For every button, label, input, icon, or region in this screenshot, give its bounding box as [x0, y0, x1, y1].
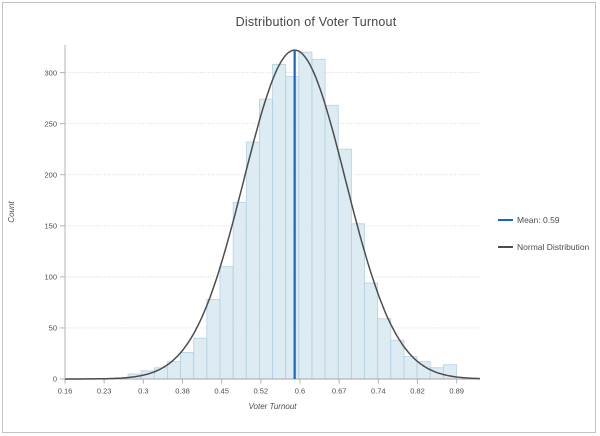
mean-line-swatch — [498, 218, 513, 221]
histogram-bar — [193, 337, 208, 380]
y-tick-label: 250 — [44, 119, 57, 128]
x-tick-label: 0.6 — [295, 387, 305, 396]
y-tick-label: 0 — [53, 375, 57, 384]
histogram-bar — [298, 51, 313, 380]
y-tick-label: 150 — [44, 221, 57, 230]
histogram-bar — [285, 76, 300, 380]
histogram-bar — [259, 98, 273, 380]
y-tick-label: 50 — [49, 324, 57, 333]
y-tick-label: 200 — [44, 170, 57, 179]
x-tick-label: 0.89 — [449, 387, 464, 396]
x-tick-label: 0.52 — [254, 387, 269, 396]
normal-distribution-swatch — [498, 245, 513, 248]
x-tick-label: 0.67 — [332, 387, 347, 396]
legend-item-normal-distribution: Normal Distribution — [498, 241, 589, 252]
x-tick-label: 0.45 — [214, 387, 229, 396]
y-axis-title: Count — [7, 201, 16, 223]
histogram-bar — [337, 148, 352, 380]
x-tick-label: 0.38 — [175, 387, 190, 396]
legend-item-mean: Mean: 0.59 — [498, 214, 589, 225]
histogram-bar — [219, 266, 234, 380]
x-tick-label: 0.82 — [410, 387, 425, 396]
x-tick-label: 0.16 — [58, 387, 73, 396]
y-tick-label: 300 — [44, 68, 57, 77]
chart-title: Distribution of Voter Turnout — [235, 15, 397, 29]
legend: Mean: 0.59 Normal Distribution — [498, 214, 589, 268]
histogram-bar — [206, 298, 221, 380]
histogram-bar — [311, 58, 326, 380]
histogram-bar — [390, 339, 405, 380]
y-tick-label: 100 — [44, 273, 57, 282]
x-axis-title: Voter Turnout — [248, 402, 297, 411]
histogram-bar — [364, 282, 379, 380]
legend-label-mean: Mean: 0.59 — [517, 214, 560, 225]
legend-label-normal-distribution: Normal Distribution — [517, 241, 590, 252]
histogram-bar — [416, 361, 431, 380]
histogram-bar — [232, 201, 247, 380]
histogram-bar — [180, 352, 195, 380]
histogram-bar — [245, 141, 260, 380]
x-tick-label: 0.74 — [371, 387, 386, 396]
x-tick-label: 0.3 — [138, 387, 148, 396]
normal-curve — [65, 49, 481, 380]
x-tick-label: 0.23 — [97, 387, 112, 396]
histogram-bar — [272, 64, 287, 380]
histogram-bar — [377, 318, 392, 380]
